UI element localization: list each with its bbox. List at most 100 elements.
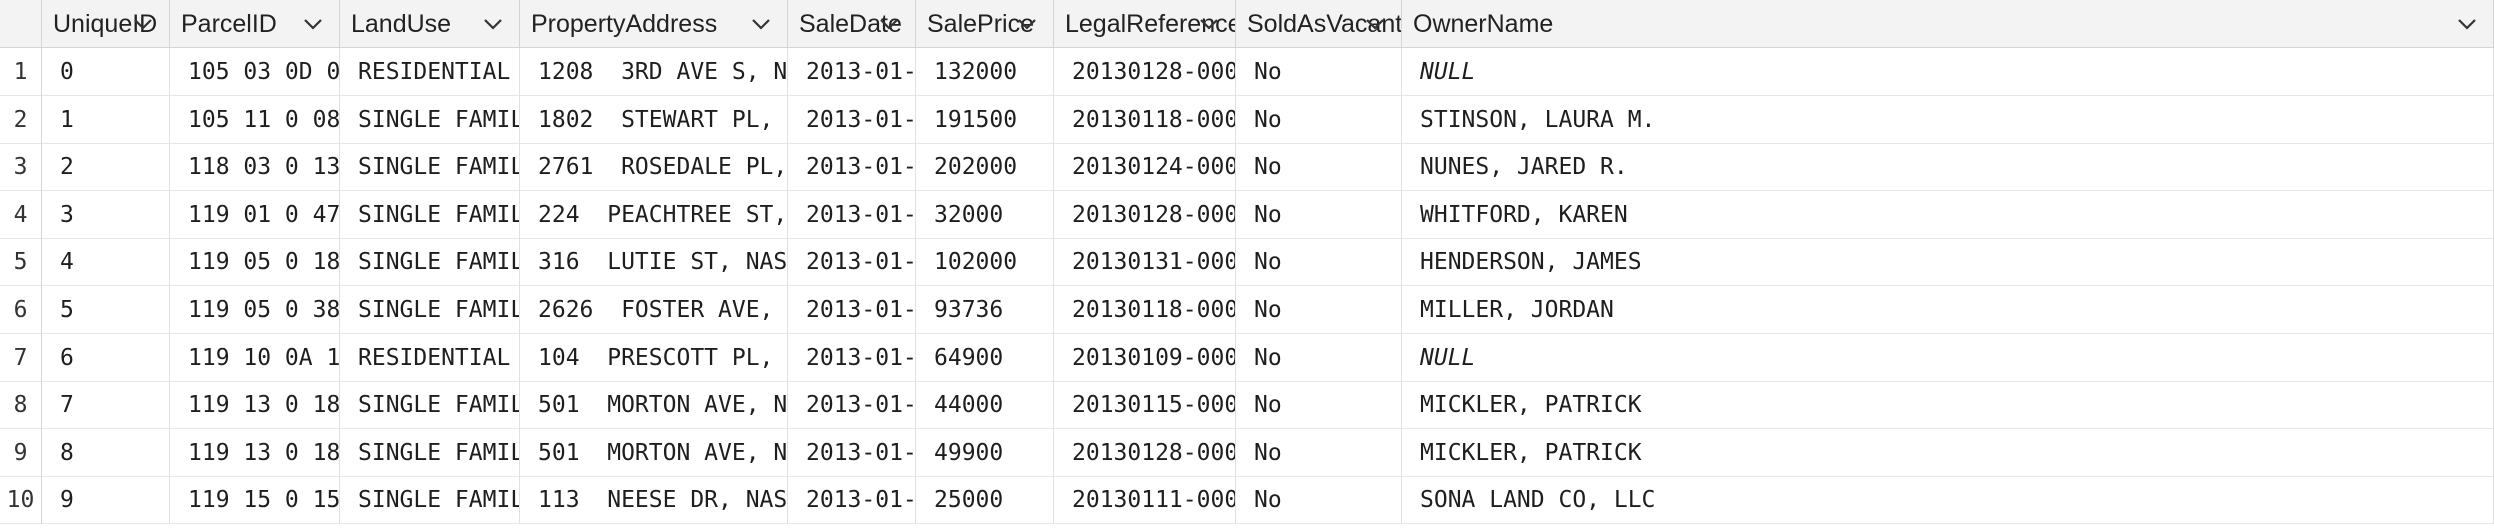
unique-id-cell[interactable]: 5 [42,286,170,334]
column-header-land-use[interactable]: LandUse [340,0,520,48]
sold-as-vacant-cell[interactable]: No [1236,381,1402,430]
legal-reference-cell[interactable]: 20130128-0008950 [1054,428,1236,477]
land-use-cell[interactable]: RESIDENTIAL CONDO [340,333,520,382]
sale-price-cell[interactable]: 132000 [916,48,1054,96]
owner-name-cell[interactable]: STINSON, LAURA M. [1402,95,2494,144]
unique-id-cell[interactable]: 8 [42,428,170,477]
land-use-cell[interactable]: SINGLE FAMILY [340,143,520,192]
sale-date-cell[interactable]: 2013-01-07 [788,333,916,382]
sale-date-cell[interactable]: 2013-01-15 [788,381,916,430]
sale-date-cell[interactable]: 2013-01-18 [788,190,916,239]
legal-reference-cell[interactable]: 20130115-0004888 [1054,381,1236,430]
land-use-cell[interactable]: SINGLE FAMILY [340,381,520,430]
column-header-owner-name[interactable]: OwnerName [1402,0,2494,48]
property-address-cell[interactable]: 501 MORTON AVE, NASHVILLE [520,428,788,477]
legal-reference-cell[interactable]: 20130109-0002881 [1054,333,1236,382]
legal-reference-cell[interactable]: 20130131-0009929 [1054,238,1236,287]
land-use-cell[interactable]: SINGLE FAMILY [340,428,520,477]
unique-id-cell[interactable]: 9 [42,476,170,525]
chevron-down-icon[interactable] [1198,13,1220,35]
property-address-cell[interactable]: 1802 STEWART PL, NASHVIL… [520,95,788,144]
owner-name-cell[interactable]: MICKLER, PATRICK [1402,381,2494,430]
column-header-legal-reference[interactable]: LegalReference [1054,0,1236,48]
parcel-id-cell[interactable]: 119 01 0 479.00 [170,190,340,239]
sold-as-vacant-cell[interactable]: No [1236,476,1402,525]
sale-price-cell[interactable]: 44000 [916,381,1054,430]
parcel-id-cell[interactable]: 119 05 0 387.00 [170,286,340,334]
column-header-sold-as-vacant[interactable]: SoldAsVacant [1236,0,1402,48]
legal-reference-cell[interactable]: 20130118-0006110 [1054,286,1236,334]
sale-date-cell[interactable]: 2013-01-11 [788,95,916,144]
property-address-cell[interactable]: 2761 ROSEDALE PL, NASHVI… [520,143,788,192]
sale-date-cell[interactable]: 2013-01-23 [788,238,916,287]
sale-date-cell[interactable]: 2013-01-04 [788,286,916,334]
legal-reference-cell[interactable]: 20130128-0008725 [1054,48,1236,96]
legal-reference-cell[interactable]: 20130111-0003850 [1054,476,1236,525]
column-header-parcel-id[interactable]: ParcelID [170,0,340,48]
owner-name-cell[interactable]: NUNES, JARED R. [1402,143,2494,192]
sale-date-cell[interactable]: 2013-01-25 [788,428,916,477]
column-header-unique-id[interactable]: UniqueID [42,0,170,48]
parcel-id-cell[interactable]: 118 03 0 130.00 [170,143,340,192]
property-address-cell[interactable]: 2626 FOSTER AVE, NASHVIL… [520,286,788,334]
unique-id-cell[interactable]: 6 [42,333,170,382]
property-address-cell[interactable]: 224 PEACHTREE ST, NASHVI… [520,190,788,239]
sale-price-cell[interactable]: 191500 [916,95,1054,144]
column-header-property-address[interactable]: PropertyAddress [520,0,788,48]
land-use-cell[interactable]: RESIDENTIAL CONDO [340,48,520,96]
chevron-down-icon[interactable] [750,13,772,35]
sold-as-vacant-cell[interactable]: No [1236,333,1402,382]
chevron-down-icon[interactable] [2456,13,2478,35]
chevron-down-icon[interactable] [482,13,504,35]
land-use-cell[interactable]: SINGLE FAMILY [340,238,520,287]
chevron-down-icon[interactable] [878,13,900,35]
property-address-cell[interactable]: 104 PRESCOTT PL, NASHVIL… [520,333,788,382]
column-header-sale-price[interactable]: SalePrice [916,0,1054,48]
legal-reference-cell[interactable]: 20130124-0008033 [1054,143,1236,192]
property-address-cell[interactable]: 113 NEESE DR, NASHVILLE [520,476,788,525]
sale-price-cell[interactable]: 32000 [916,190,1054,239]
sale-price-cell[interactable]: 64900 [916,333,1054,382]
chevron-down-icon[interactable] [132,13,154,35]
sale-date-cell[interactable]: 2013-01-24 [788,48,916,96]
parcel-id-cell[interactable]: 105 11 0 080.00 [170,95,340,144]
sale-price-cell[interactable]: 25000 [916,476,1054,525]
unique-id-cell[interactable]: 3 [42,190,170,239]
parcel-id-cell[interactable]: 119 13 0 183.00 [170,381,340,430]
parcel-id-cell[interactable]: 119 15 0 158.00 [170,476,340,525]
sale-date-cell[interactable]: 2013-01-09 [788,476,916,525]
sold-as-vacant-cell[interactable]: No [1236,143,1402,192]
sale-date-cell[interactable]: 2013-01-18 [788,143,916,192]
property-address-cell[interactable]: 1208 3RD AVE S, NASHVILLE [520,48,788,96]
column-header-sale-date[interactable]: SaleDate [788,0,916,48]
owner-name-cell[interactable]: SONA LAND CO, LLC [1402,476,2494,525]
chevron-down-icon[interactable] [302,13,324,35]
chevron-down-icon[interactable] [1016,13,1038,35]
property-address-cell[interactable]: 316 LUTIE ST, NASHVILLE [520,238,788,287]
parcel-id-cell[interactable]: 119 13 0 183.00 [170,428,340,477]
owner-name-cell[interactable]: HENDERSON, JAMES [1402,238,2494,287]
legal-reference-cell[interactable]: 20130128-0008863 [1054,190,1236,239]
sale-price-cell[interactable]: 93736 [916,286,1054,334]
sold-as-vacant-cell[interactable]: No [1236,95,1402,144]
chevron-down-icon[interactable] [1364,13,1386,35]
owner-name-cell[interactable]: MILLER, JORDAN [1402,286,2494,334]
property-address-cell[interactable]: 501 MORTON AVE, NASHVILLE [520,381,788,430]
sold-as-vacant-cell[interactable]: No [1236,238,1402,287]
unique-id-cell[interactable]: 2 [42,143,170,192]
sale-price-cell[interactable]: 49900 [916,428,1054,477]
parcel-id-cell[interactable]: 119 05 0 186.00 [170,238,340,287]
sold-as-vacant-cell[interactable]: No [1236,48,1402,96]
owner-name-cell[interactable]: NULL [1402,48,2494,96]
legal-reference-cell[interactable]: 20130118-0006337 [1054,95,1236,144]
unique-id-cell[interactable]: 4 [42,238,170,287]
